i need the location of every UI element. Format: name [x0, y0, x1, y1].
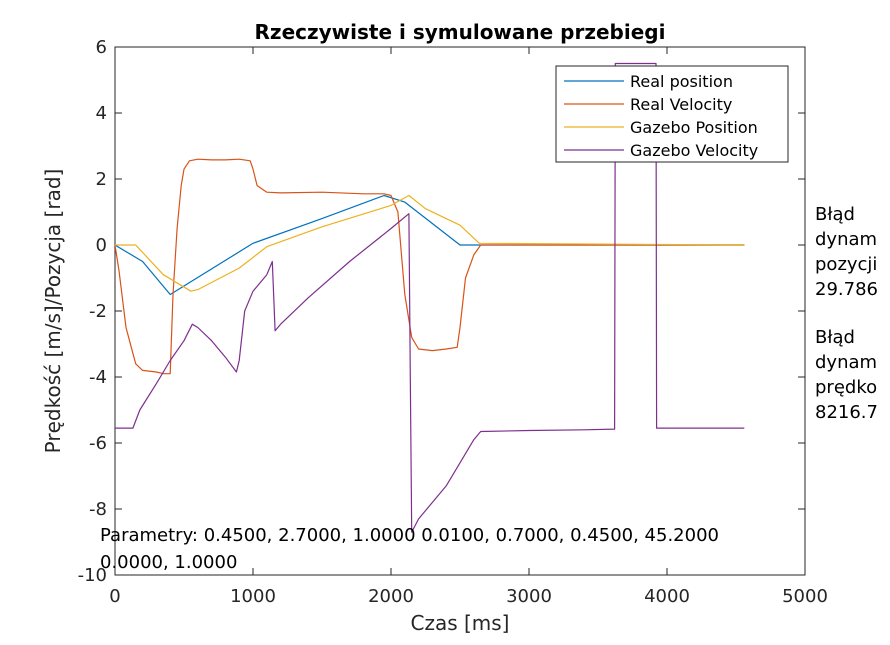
x-tick-label: 2000: [368, 586, 414, 607]
chart-title: Rzeczywiste i symulowane przebiegi: [255, 20, 666, 44]
error-velocity-block: Błąd dynam prędko 8216.7: [815, 327, 878, 423]
error-velocity-line3: prędko: [815, 377, 877, 398]
y-tick-label: 4: [96, 103, 107, 124]
legend-box: [555, 65, 789, 163]
x-tick-label: 5000: [782, 586, 828, 607]
y-tick-label: 2: [96, 169, 107, 190]
x-tick-label: 0: [109, 586, 120, 607]
x-tick-label: 3000: [506, 586, 552, 607]
error-velocity-line1: Błąd: [815, 327, 855, 348]
error-velocity-line2: dynam: [815, 352, 877, 373]
y-axis-label: Prędkość [m/s]/Pozycja [rad]: [41, 169, 65, 454]
legend-label-real-velocity: Real Velocity: [630, 95, 732, 114]
series-layer: [115, 62, 745, 533]
x-tick-label: 1000: [230, 586, 276, 607]
y-tick-label: -10: [78, 565, 107, 586]
x-axis-label: Czas [ms]: [410, 611, 509, 635]
legend-label-gazebo-velocity: Gazebo Velocity: [630, 141, 758, 160]
y-tick-label: 0: [96, 235, 107, 256]
params-annotation-line2: 0.0000, 1.0000: [100, 552, 237, 573]
params-annotation-line1: Parametry: 0.4500, 2.7000, 1.0000 0.0100…: [100, 525, 719, 546]
y-tick-label: -6: [89, 433, 107, 454]
y-tick-label: -8: [89, 499, 107, 520]
axis-ticks: 0 1000 2000 3000 4000 5000 -10 -8 -6 -4 -2 0 2 4 6: [78, 37, 828, 607]
series-line-gazebo-position: [115, 194, 745, 292]
y-tick-label: 6: [96, 37, 107, 58]
legend: Real position Real Velocity Gazebo Positio…: [555, 65, 789, 163]
error-position-line1: Błąd: [815, 204, 855, 225]
series-line-real-position: [115, 194, 745, 296]
error-position-value: 29.786: [815, 279, 878, 300]
series-line-real-velocity: [115, 158, 745, 375]
error-position-block: Błąd dynam pozycji 29.786: [815, 204, 878, 300]
y-tick-label: -4: [89, 367, 107, 388]
x-tick-label: 4000: [644, 586, 690, 607]
error-velocity-value: 8216.7: [815, 402, 878, 423]
legend-label-real-position: Real position: [630, 72, 733, 91]
error-position-line3: pozycji: [815, 254, 877, 275]
series-line-gazebo-velocity: [115, 62, 745, 533]
error-position-line2: dynam: [815, 229, 877, 250]
y-tick-label: -2: [89, 301, 107, 322]
legend-label-gazebo-position: Gazebo Position: [630, 118, 758, 137]
